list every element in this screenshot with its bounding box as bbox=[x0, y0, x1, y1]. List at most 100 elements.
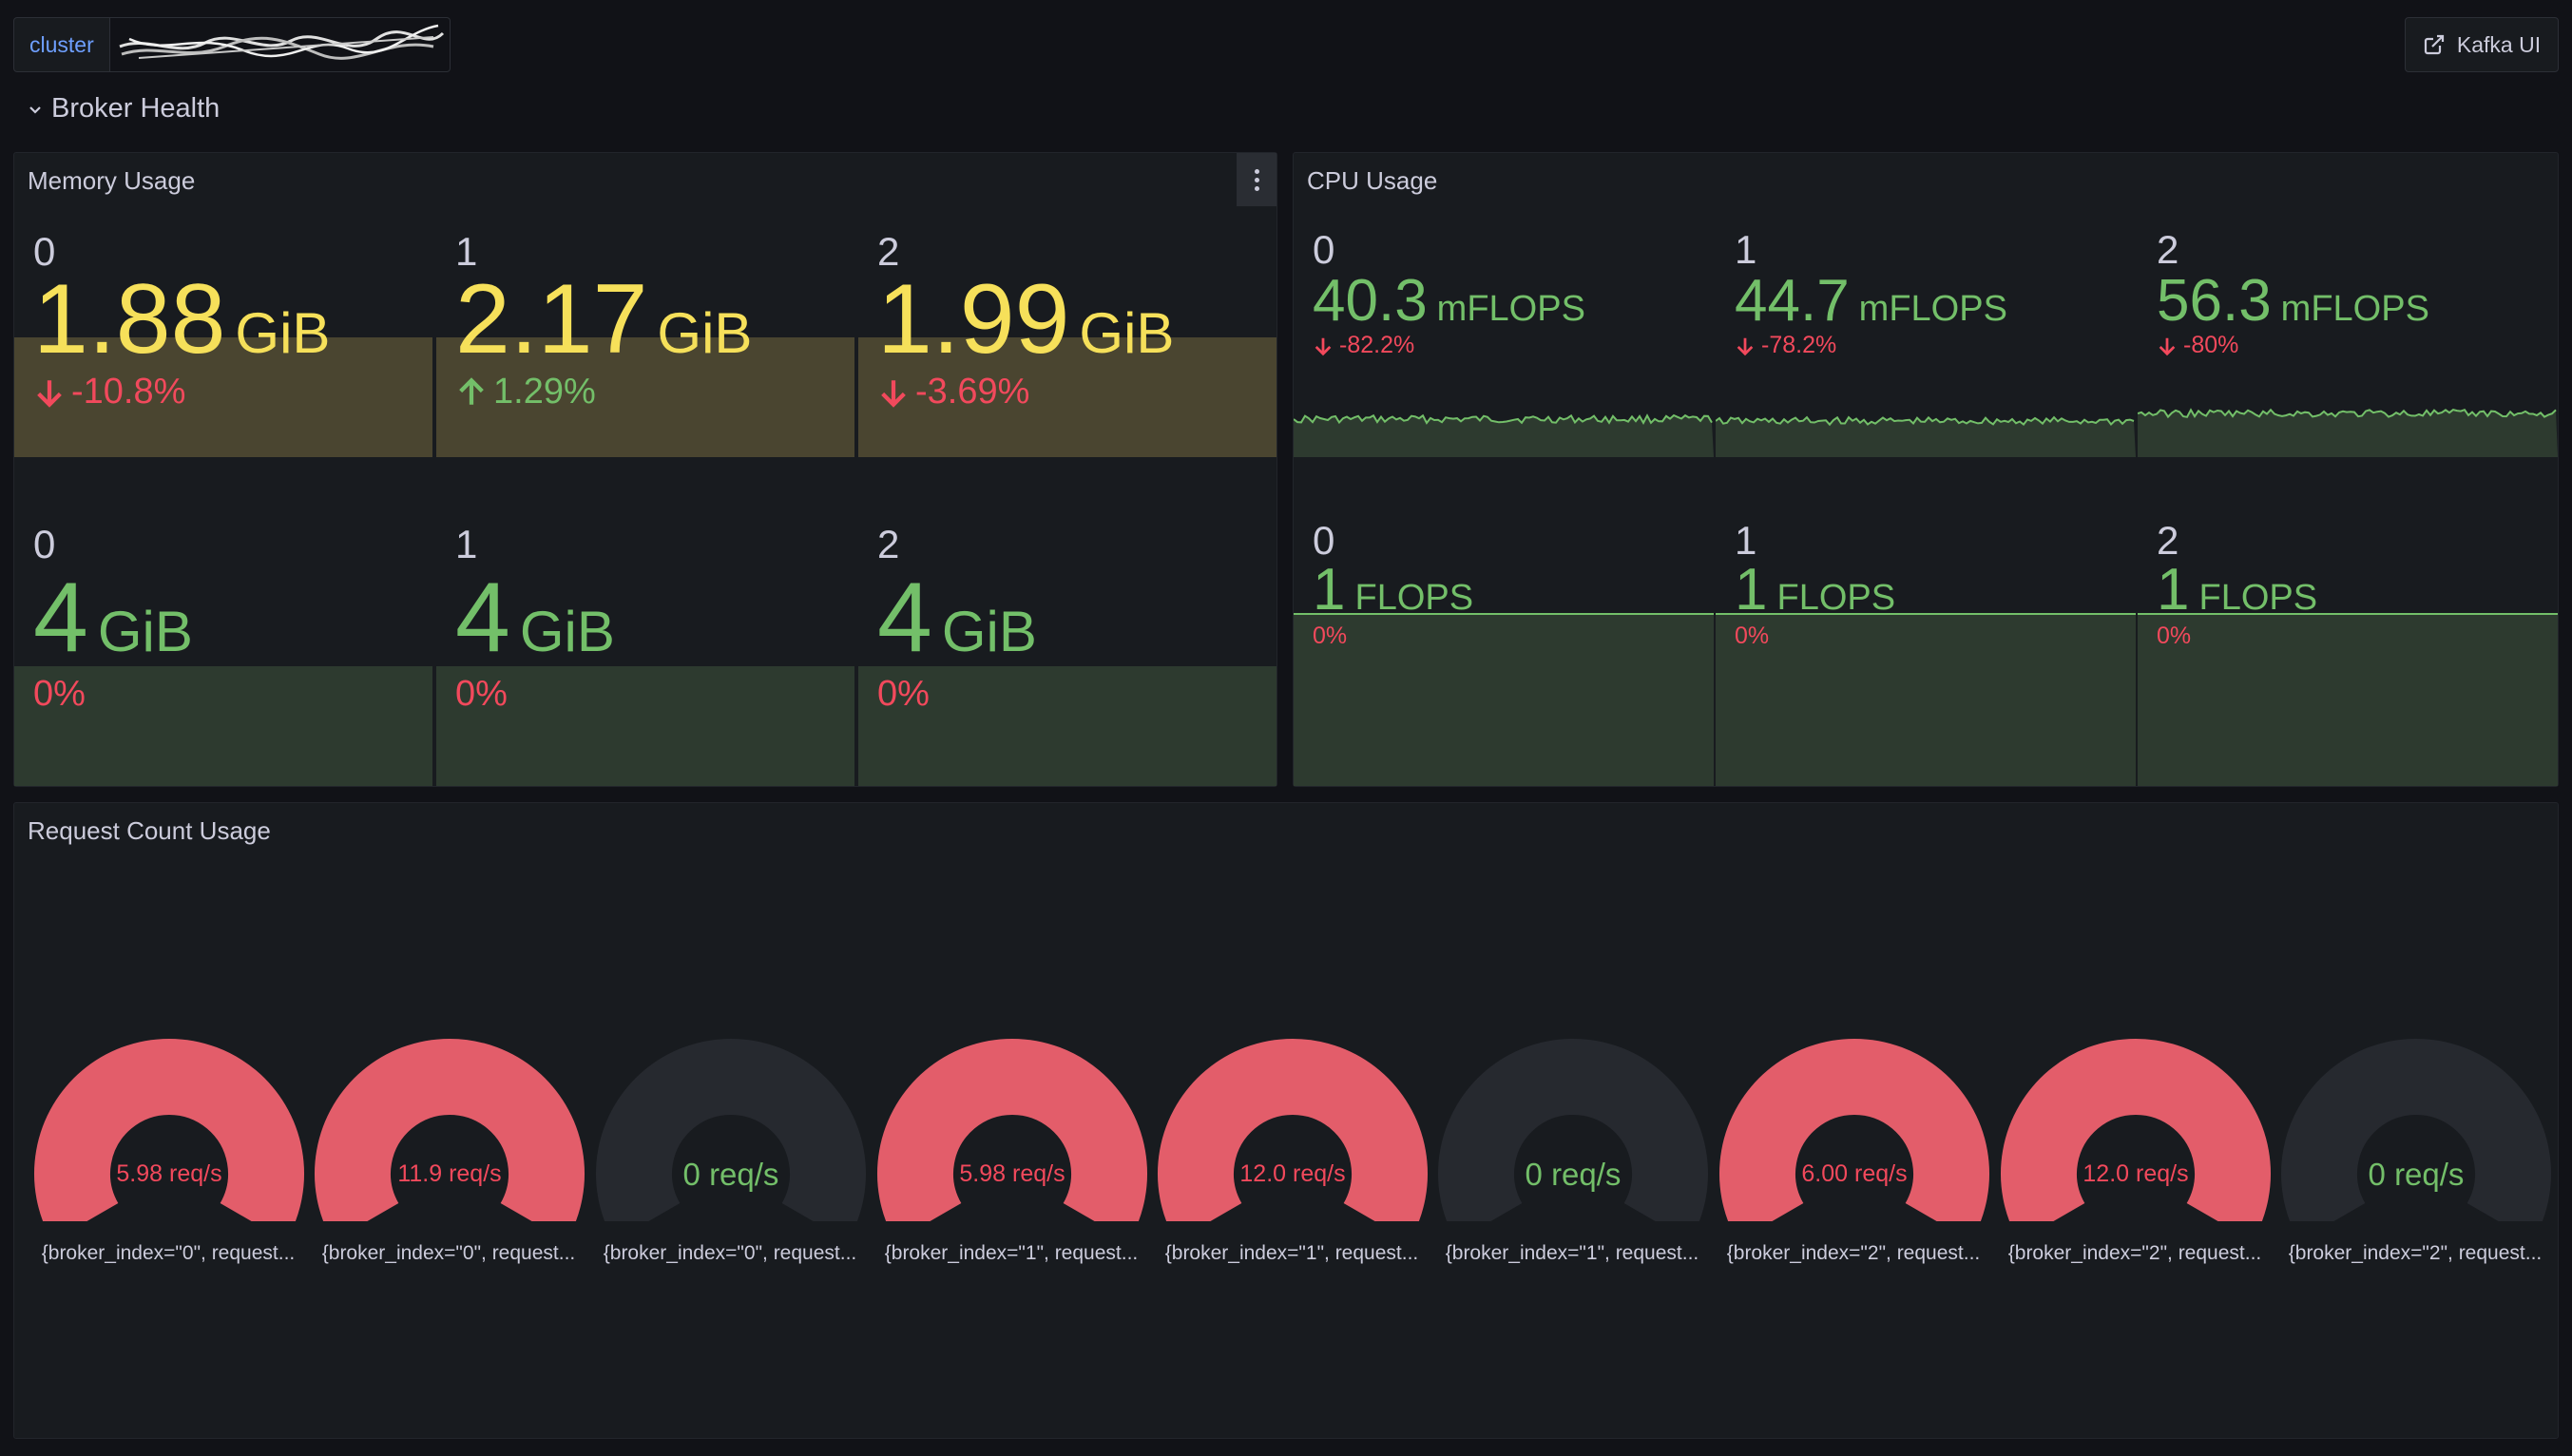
cpu-used-stat-0: 0 40.3 mFLOPS -82.2% bbox=[1294, 227, 1714, 457]
panel-title: Request Count Usage bbox=[28, 816, 271, 845]
stat-number: 1 bbox=[1735, 557, 1768, 623]
memory-total-stat-0: 0 4 GiB 0% bbox=[14, 518, 432, 786]
gauge-3: 5.98 req/s {broker_index="1", request... bbox=[874, 1031, 1150, 1316]
stat-unit: GiB bbox=[941, 600, 1037, 663]
stat-unit: FLOPS bbox=[1354, 578, 1474, 618]
variable-value-select[interactable] bbox=[109, 17, 451, 72]
panel-menu-button[interactable] bbox=[1237, 153, 1276, 206]
memory-used-stat-2: 2 1.99 GiB -3.69% bbox=[858, 227, 1276, 457]
stat-value: 4 GiB bbox=[877, 562, 1037, 675]
gauge-fill bbox=[1719, 1039, 1989, 1221]
stat-background bbox=[436, 666, 854, 786]
gauge-value: 12.0 req/s bbox=[2083, 1160, 2189, 1187]
stat-label: 0 bbox=[1313, 227, 1335, 272]
gauge-legend: {broker_index="0", request... bbox=[321, 1242, 576, 1264]
stat-number: 2.17 bbox=[455, 264, 648, 374]
stat-unit: mFLOPS bbox=[2280, 289, 2429, 329]
stat-value: 1 FLOPS bbox=[1735, 556, 1895, 623]
arrow-down-icon bbox=[2159, 337, 2176, 355]
stat-value: 4 GiB bbox=[455, 562, 615, 675]
stat-label: 0 bbox=[33, 522, 56, 566]
stat-value: 4 GiB bbox=[33, 562, 193, 675]
stat-change-text: 0% bbox=[1313, 623, 1348, 649]
gauge-value: 0 req/s bbox=[682, 1157, 779, 1192]
external-link-icon bbox=[2424, 34, 2444, 55]
gauge-0: 5.98 req/s {broker_index="0", request... bbox=[31, 1031, 307, 1316]
stat-background bbox=[14, 666, 432, 786]
memory-total-stat-1: 1 4 GiB 0% bbox=[436, 518, 854, 786]
gauge-legend: {broker_index="0", request... bbox=[603, 1242, 857, 1264]
stat-change: 0% bbox=[877, 674, 930, 715]
arrow-down-icon bbox=[881, 379, 906, 408]
stat-number: 4 bbox=[877, 563, 932, 673]
stat-number: 44.7 bbox=[1735, 268, 1850, 334]
stat-unit: GiB bbox=[235, 301, 331, 365]
gauge-legend: {broker_index="1", request... bbox=[884, 1242, 1139, 1264]
cpu-usage-panel: CPU Usage 0 40.3 mFLOPS -82.2% 1 44.7 mFLOPS -7… bbox=[1293, 152, 2559, 787]
gauge-arc bbox=[2281, 1039, 2551, 1221]
row-broker-health[interactable]: Broker Health bbox=[27, 93, 220, 125]
stat-background bbox=[858, 337, 1276, 457]
stat-change-text: 0% bbox=[1735, 623, 1770, 649]
stat-change-text: -10.8% bbox=[71, 372, 186, 412]
cpu-total-stat-2: 2 1 FLOPS 0% bbox=[2138, 518, 2558, 786]
stat-number: 56.3 bbox=[2157, 268, 2272, 334]
stat-value: 1.88 GiB bbox=[33, 263, 330, 376]
memory-usage-panel: Memory Usage 0 1.88 GiB -10.8% 1 2.17 GiB 1.29%… bbox=[13, 152, 1277, 787]
stat-label: 1 bbox=[455, 229, 478, 274]
panel-title: Memory Usage bbox=[28, 166, 196, 195]
stat-change: 0% bbox=[1735, 623, 1769, 650]
gauge-arc bbox=[877, 1039, 1147, 1221]
stat-unit: FLOPS bbox=[1776, 578, 1896, 618]
stat-label: 1 bbox=[1735, 518, 1757, 563]
stat-background bbox=[858, 666, 1276, 786]
stat-number: 1 bbox=[2157, 557, 2190, 623]
stat-unit: mFLOPS bbox=[1436, 289, 1585, 329]
stat-change: 0% bbox=[33, 674, 86, 715]
stat-value: 44.7 mFLOPS bbox=[1735, 267, 2007, 335]
gauge-value: 5.98 req/s bbox=[959, 1160, 1065, 1187]
stat-value: 2.17 GiB bbox=[455, 263, 752, 376]
arrow-down-icon bbox=[37, 379, 62, 408]
gauge-fill bbox=[877, 1039, 1147, 1221]
memory-used-stat-1: 1 2.17 GiB 1.29% bbox=[436, 227, 854, 457]
stat-number: 1 bbox=[1313, 557, 1346, 623]
request-count-panel: Request Count Usage 5.98 req/s {broker_in… bbox=[13, 802, 2559, 1439]
stat-number: 1.88 bbox=[33, 264, 226, 374]
gauge-arc bbox=[315, 1039, 585, 1221]
gauge-value: 12.0 req/s bbox=[1239, 1160, 1346, 1187]
gauge-legend: {broker_index="1", request... bbox=[1445, 1242, 1699, 1264]
stat-unit: GiB bbox=[519, 600, 615, 663]
stat-number: 4 bbox=[455, 563, 510, 673]
gauge-5: 0 req/s {broker_index="1", request... bbox=[1435, 1031, 1711, 1316]
gauge-legend: {broker_index="1", request... bbox=[1164, 1242, 1419, 1264]
gauge-fill bbox=[2001, 1039, 2271, 1221]
gauge-arc bbox=[1158, 1039, 1428, 1221]
stat-unit: GiB bbox=[97, 600, 193, 663]
variable-picker: cluster bbox=[13, 17, 451, 72]
stat-unit: FLOPS bbox=[2198, 578, 2318, 618]
stat-change: 0% bbox=[2157, 623, 2191, 650]
stat-unit: GiB bbox=[657, 301, 753, 365]
stat-background bbox=[1716, 613, 2136, 786]
sparkline bbox=[1716, 415, 2136, 457]
stat-background bbox=[2138, 613, 2558, 786]
gauge-arc bbox=[596, 1039, 866, 1221]
kafka-ui-label: Kafka UI bbox=[2456, 31, 2542, 57]
panel-title: CPU Usage bbox=[1307, 166, 1438, 195]
gauge-legend: {broker_index="2", request... bbox=[1726, 1242, 1981, 1264]
kafka-ui-link-button[interactable]: Kafka UI bbox=[2405, 17, 2559, 72]
gauge-legend: {broker_index="0", request... bbox=[41, 1242, 296, 1264]
stat-background bbox=[436, 337, 854, 457]
gauge-4: 12.0 req/s {broker_index="1", request... bbox=[1155, 1031, 1430, 1316]
stat-unit: mFLOPS bbox=[1858, 289, 2007, 329]
stat-change: 1.29% bbox=[455, 372, 596, 412]
stat-background bbox=[1294, 613, 1714, 786]
arrow-down-icon bbox=[1737, 337, 1754, 355]
stat-label: 2 bbox=[877, 229, 900, 274]
gauge-value: 5.98 req/s bbox=[116, 1160, 222, 1187]
stat-change: -82.2% bbox=[1313, 332, 1414, 359]
arrow-up-icon bbox=[459, 376, 484, 405]
stat-change: -80% bbox=[2157, 332, 2238, 359]
gauge-8: 0 req/s {broker_index="2", request... bbox=[2278, 1031, 2554, 1316]
